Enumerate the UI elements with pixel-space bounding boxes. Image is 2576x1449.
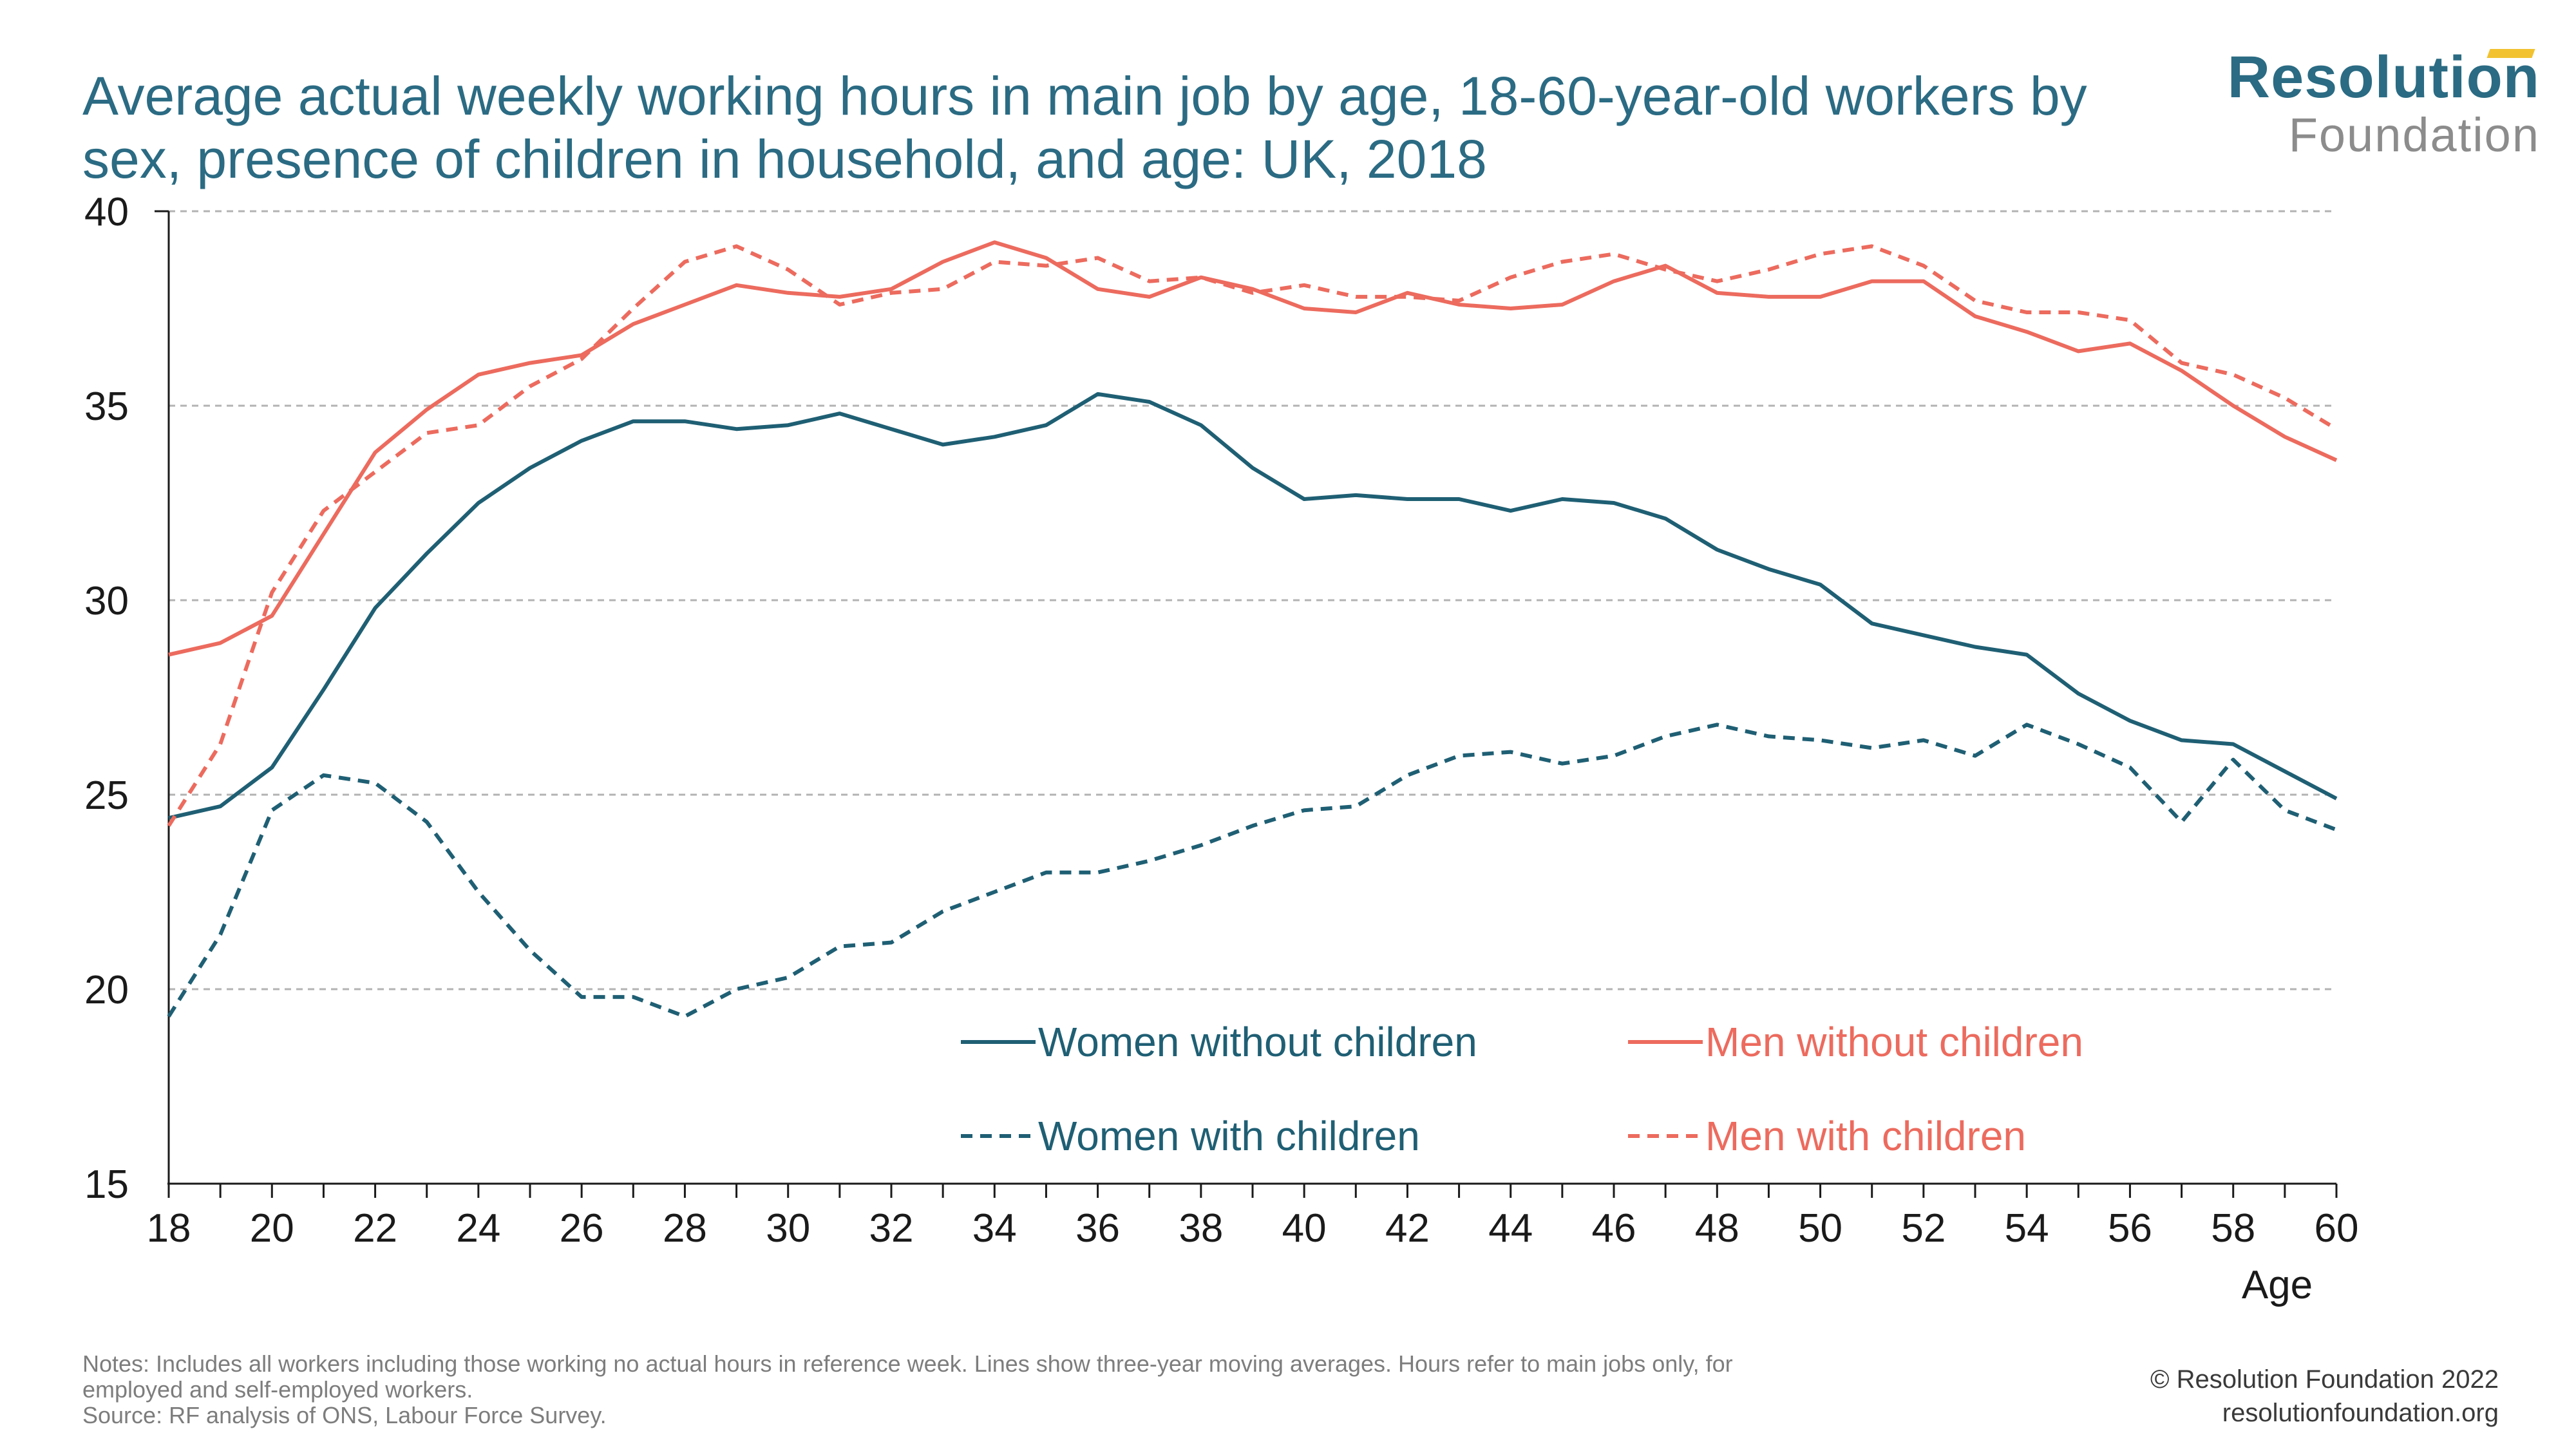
source-line: Source: RF analysis of ONS, Labour Force… [82, 1402, 607, 1428]
legend: Women without children Women with childre… [961, 1019, 2083, 1159]
chart-title: Average actual weekly working hours in m… [82, 66, 2087, 189]
x-tick-label: 60 [2315, 1206, 2359, 1251]
legend-label-2: Women with children [1038, 1113, 1420, 1159]
x-tick-label: 36 [1075, 1206, 1120, 1251]
copyright-text: © Resolution Foundation 2022 [2150, 1365, 2499, 1394]
website-url: resolutionfoundation.org [2222, 1399, 2499, 1427]
gridlines [169, 210, 2336, 990]
legend-label-1: Women without children [1038, 1019, 1477, 1065]
x-tick-label: 58 [2211, 1206, 2255, 1251]
y-tick-label: 15 [84, 1162, 129, 1207]
series-line-3 [168, 240, 2338, 657]
y-tick-label: 40 [84, 190, 129, 234]
y-tick-label: 35 [84, 384, 129, 429]
x-axis-ticks: 18 20 22 24 26 28 30 32 34 36 38 40 42 44 46 48 50 52 54 56… [147, 1184, 2359, 1251]
x-tick-label: 50 [1798, 1206, 1842, 1251]
logo-line-2: Foundation [2288, 108, 2540, 162]
chart-notes: Notes: Includes all workers including th… [82, 1351, 2079, 1428]
x-tick-label: 28 [663, 1206, 707, 1251]
x-tick-label: 44 [1488, 1206, 1533, 1251]
y-tick-label: 30 [84, 579, 129, 623]
series-line-2 [167, 723, 2338, 1019]
legend-label-3: Men without children [1705, 1019, 2083, 1065]
x-axis-label: Age [2242, 1263, 2313, 1307]
y-axis-ticks: 15 20 25 30 35 40 [84, 190, 129, 1207]
x-tick-label: 38 [1179, 1206, 1223, 1251]
x-tick-label: 46 [1592, 1206, 1636, 1251]
x-tick-label: 54 [2005, 1206, 2049, 1251]
series-line-4 [167, 244, 2338, 827]
series-line-1 [168, 392, 2338, 820]
x-tick-label: 18 [147, 1206, 191, 1251]
x-tick-label: 34 [972, 1206, 1017, 1251]
x-tick-label: 32 [869, 1206, 914, 1251]
legend-label-4: Men with children [1705, 1113, 2026, 1159]
x-tick-label: 22 [353, 1206, 397, 1251]
y-tick-label: 20 [84, 968, 129, 1012]
x-tick-label: 40 [1282, 1206, 1327, 1251]
notes-line-1: Notes: Includes all workers including th… [82, 1350, 1733, 1377]
x-tick-label: 24 [456, 1206, 500, 1251]
x-tick-label: 52 [1901, 1206, 1946, 1251]
x-tick-label: 56 [2108, 1206, 2152, 1251]
x-tick-label: 20 [250, 1206, 294, 1251]
x-tick-label: 48 [1695, 1206, 1739, 1251]
copyright-block: © Resolution Foundation 2022 resolutionf… [2150, 1363, 2499, 1430]
x-tick-label: 30 [766, 1206, 810, 1251]
x-tick-label: 26 [560, 1206, 604, 1251]
notes-line-2: employed and self-employed workers. [82, 1376, 473, 1403]
resolution-foundation-logo: Resolution Foundation [2228, 45, 2540, 161]
y-tick-label: 25 [84, 773, 129, 818]
series-lines [167, 240, 2338, 1019]
x-tick-label: 42 [1385, 1206, 1430, 1251]
